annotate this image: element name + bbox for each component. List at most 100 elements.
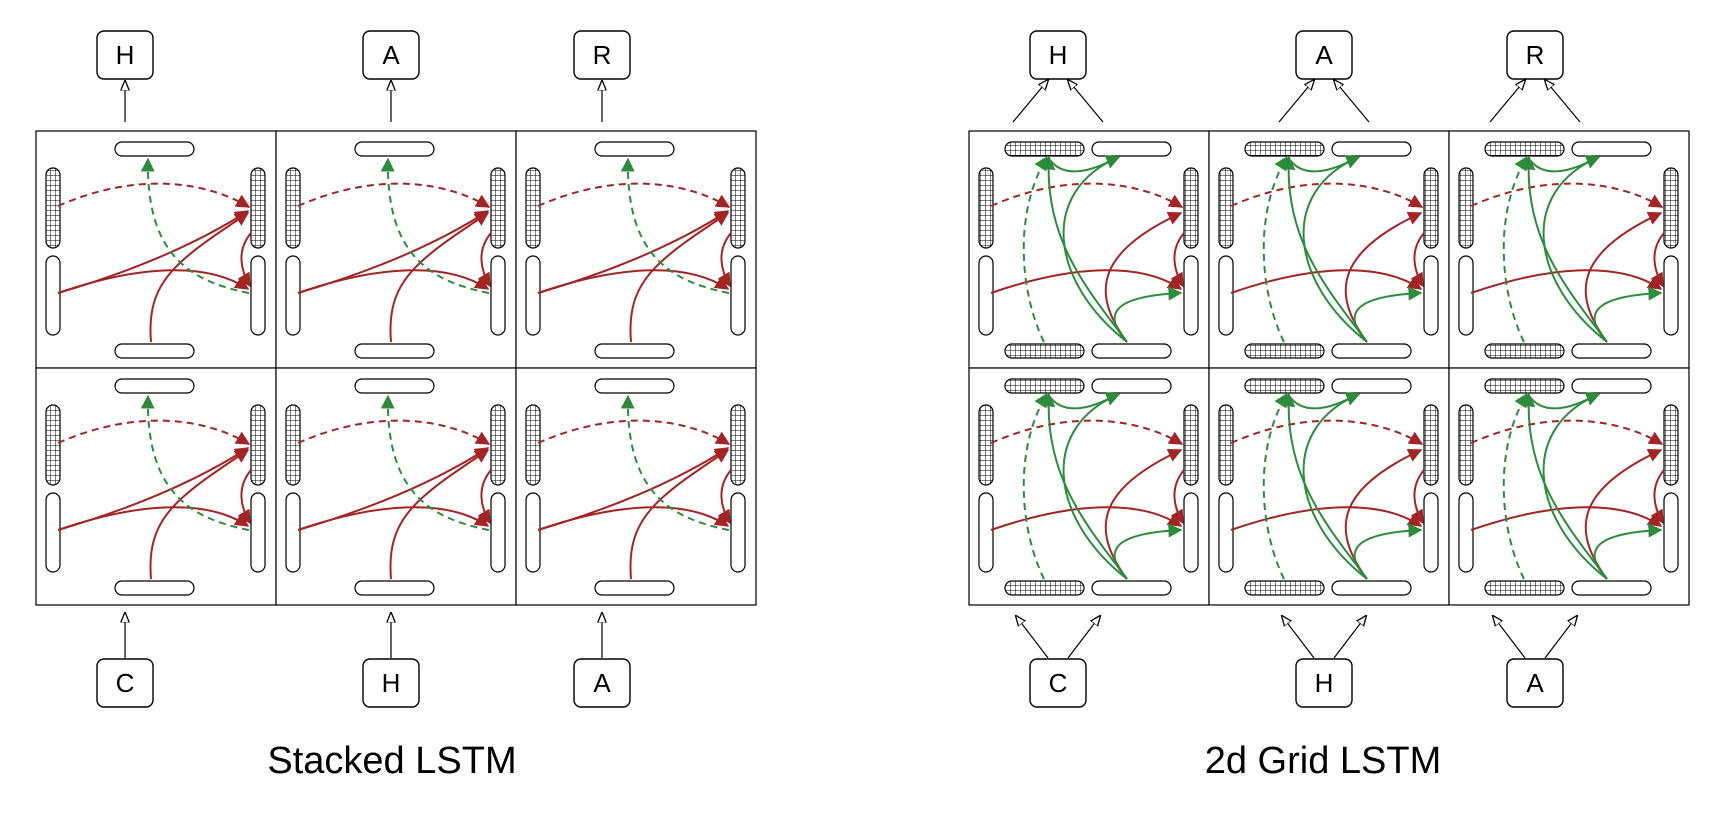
memory-out-vector xyxy=(250,404,266,486)
memory-in-vector xyxy=(1218,167,1234,249)
stacked-lstm-caption: Stacked LSTM xyxy=(267,740,517,782)
token-label: H xyxy=(382,668,401,698)
output-arrow xyxy=(140,157,250,294)
cell-frame xyxy=(1448,367,1690,606)
memory-out-vector xyxy=(730,404,746,486)
memory-out-vector xyxy=(490,167,506,249)
token-label: H xyxy=(1315,668,1334,698)
grid-lstm-diagram: H C A H R A xyxy=(968,30,1690,708)
memory-in-vector xyxy=(978,404,994,486)
hidden-down-vector xyxy=(1091,343,1172,359)
lstm-cell xyxy=(515,130,757,369)
lstm-cell xyxy=(1208,130,1450,369)
lstm-cell xyxy=(1208,367,1450,606)
input-vector xyxy=(114,580,195,596)
hidden-arrow xyxy=(297,269,490,294)
memory-out-vector xyxy=(1423,404,1439,486)
hidden-in-vector xyxy=(1458,255,1474,336)
lstm-cell xyxy=(515,367,757,606)
token-label: A xyxy=(382,40,400,70)
memory-arrow xyxy=(1230,419,1424,445)
lstm-cell xyxy=(968,367,1210,606)
memory-to-hidden-up-arrow xyxy=(1528,392,1601,410)
output-arrow xyxy=(380,394,490,531)
hidden-arrow xyxy=(990,506,1183,531)
hidden-in-vector xyxy=(285,492,301,573)
hidden-right-arrow xyxy=(1113,523,1183,580)
memory-in-vector xyxy=(285,404,301,486)
memory-arrow xyxy=(537,419,731,445)
hidden-right-arrow xyxy=(1593,286,1663,343)
token-label: A xyxy=(593,668,611,698)
hidden-up-vector xyxy=(1091,141,1172,157)
cell-frame xyxy=(35,367,277,606)
memory-out-vector xyxy=(250,167,266,249)
cell-frame xyxy=(968,130,1210,369)
memory-to-hidden-arrow xyxy=(1650,469,1665,525)
input-connector-right-0 xyxy=(1067,616,1100,659)
hidden-in-vector xyxy=(45,492,61,573)
output-connector-right-0 xyxy=(1068,80,1104,123)
memory-up-arrow xyxy=(1022,155,1048,343)
memory-down-vector xyxy=(1244,580,1325,596)
token-label: A xyxy=(1315,40,1333,70)
memory-arrow xyxy=(1470,182,1664,208)
memory-in-vector xyxy=(45,404,61,486)
cell-frame xyxy=(275,367,517,606)
memory-arrow xyxy=(57,419,251,445)
cell-frame xyxy=(35,130,277,369)
memory-up-arrow xyxy=(1262,392,1288,580)
hidden-arrow xyxy=(1230,506,1423,531)
memory-up-vector xyxy=(1004,378,1085,394)
token-label: A xyxy=(1526,668,1544,698)
memory-arrow xyxy=(297,182,491,208)
input-arrow xyxy=(149,449,250,580)
hidden-up-arrow xyxy=(1302,392,1368,580)
hidden-out-vector xyxy=(1423,255,1439,336)
memory-in-vector xyxy=(285,167,301,249)
hidden-right-arrow xyxy=(1353,523,1423,580)
output-arrow xyxy=(380,157,490,294)
hidden-out-vector xyxy=(250,255,266,336)
hidden-arrow xyxy=(1470,269,1663,294)
memory-in-vector xyxy=(525,167,541,249)
input-token-1: H xyxy=(1295,658,1353,708)
input-vector xyxy=(594,580,675,596)
memory-to-hidden-arrow xyxy=(1170,469,1185,525)
token-box xyxy=(1295,30,1353,80)
output-connector-right-2 xyxy=(1545,80,1581,123)
memory-up-arrow xyxy=(1022,392,1048,580)
hidden-out-vector xyxy=(490,255,506,336)
token-box xyxy=(362,658,420,708)
cell-frame xyxy=(968,367,1210,606)
hidden-out-vector xyxy=(1183,255,1199,336)
output-token-0: H xyxy=(96,30,154,80)
input-token-2: A xyxy=(1506,658,1564,708)
hidden-up-vector xyxy=(1331,141,1412,157)
memory-out-vector xyxy=(1663,167,1679,249)
memory-down-vector xyxy=(1484,343,1565,359)
memory-to-hidden-up-arrow xyxy=(1288,392,1361,410)
hidden-arrow xyxy=(57,269,250,294)
memory-arrow xyxy=(537,182,731,208)
hidden-arrow xyxy=(1230,269,1423,294)
lstm-cell xyxy=(275,130,517,369)
input-connector-left-0 xyxy=(1016,616,1049,659)
output-arrow xyxy=(620,394,730,531)
lstm-cell xyxy=(35,130,277,369)
hidden-arrow xyxy=(297,506,490,531)
memory-to-hidden-arrow xyxy=(717,232,732,288)
input-vector xyxy=(594,343,675,359)
hidden-arrow xyxy=(537,506,730,531)
hidden-arrow xyxy=(990,269,1183,294)
hidden-in-vector xyxy=(45,255,61,336)
memory-in-vector xyxy=(45,167,61,249)
memory-up-arrow xyxy=(1502,155,1528,343)
memory-up-vector xyxy=(1004,141,1085,157)
hidden-to-memory-up-arrow xyxy=(1041,392,1128,580)
hidden-right-arrow xyxy=(1353,286,1423,343)
token-box xyxy=(573,30,631,80)
memory-arrow xyxy=(1470,419,1664,445)
output-token-1: A xyxy=(1295,30,1353,80)
memory-up-vector xyxy=(1484,378,1565,394)
